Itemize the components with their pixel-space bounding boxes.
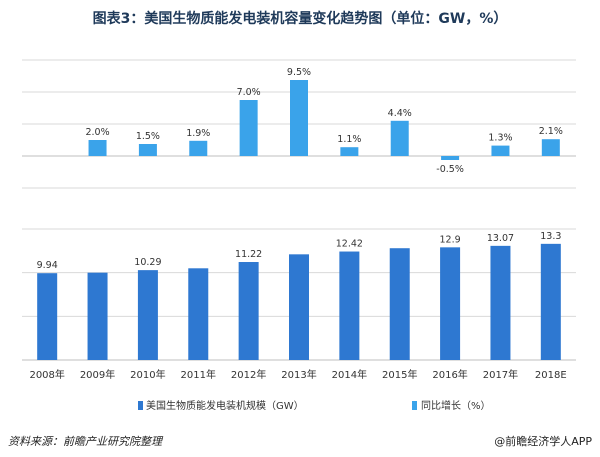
growth-bar [441,156,460,160]
capacity-data-label: 10.29 [134,257,161,268]
x-tick-label: 2012年 [231,368,266,381]
growth-data-label: 1.1% [337,134,361,145]
growth-bar [290,80,308,156]
x-tick-label: 2009年 [80,368,115,381]
x-tick-label: 2018E [535,370,567,381]
growth-bar [541,139,560,156]
growth-bar [340,147,359,156]
x-tick-label: 2010年 [130,368,165,381]
capacity-bar [289,254,309,360]
source-note: 资料来源：前瞻产业研究院整理 [8,435,162,448]
x-tick-label: 2011年 [181,368,216,381]
growth-bar [138,144,157,156]
x-tick-label: 2015年 [382,368,417,381]
growth-data-label: 4.4% [388,108,412,119]
growth-bar [88,140,107,156]
capacity-labels: 9.94 10.29 11.22 12.42 12.9 13.07 13.3 [37,231,562,271]
capacity-bar [37,273,58,360]
growth-data-label: 2.1% [539,126,563,137]
capacity-data-label: 13.07 [487,233,514,244]
x-tick-label: 2017年 [483,368,518,381]
capacity-bar [339,251,360,360]
legend-label-growth: 同比增长（%） [421,399,491,412]
capacity-bar [137,270,158,360]
growth-data-label: 1.9% [186,128,210,139]
legend-label-capacity: 美国生物质能发电装机规模（GW） [146,399,304,412]
legend: 美国生物质能发电装机规模（GW） 同比增长（%） [138,399,491,412]
growth-bar [390,120,409,156]
capacity-bar [490,245,511,360]
growth-labels: 2.0% 1.5% 1.9% 7.0% 9.5% 1.1% 4.4% -0.5% 1.3% 2.1… [85,67,562,175]
growth-bars [88,80,560,160]
growth-data-label: 1.5% [136,131,160,142]
capacity-bar [238,262,259,360]
capacity-bar [440,247,461,360]
growth-bar [189,140,208,156]
chart-title: 图表3：美国生物质能发电装机容量变化趋势图（单位：GW，%） [92,11,508,27]
growth-data-label: 1.3% [488,133,512,144]
capacity-data-label: 12.9 [440,234,461,245]
x-tick-label: 2016年 [432,368,467,381]
x-axis-ticks: 2008年 2009年 2010年 2011年 2012年 2013年 2014年 2015年… [29,368,566,381]
legend-swatch-capacity [138,401,143,410]
growth-bar [491,145,510,156]
capacity-data-label: 9.94 [37,260,58,271]
growth-bar [239,100,258,156]
capacity-data-label: 11.22 [235,249,262,260]
capacity-bar [540,243,561,360]
brand-watermark: @前瞻经济学人APP [494,435,592,448]
x-tick-label: 2013年 [281,368,316,381]
growth-data-label: 7.0% [237,87,261,98]
x-tick-label: 2014年 [332,368,367,381]
capacity-data-label: 12.42 [336,239,363,250]
capacity-bar [87,272,108,360]
capacity-bar [389,248,410,360]
growth-data-label: 9.5% [287,67,311,78]
capacity-bar [188,268,209,360]
growth-data-label: 2.0% [85,127,109,138]
growth-data-label: -0.5% [436,164,464,175]
legend-swatch-growth [412,401,417,410]
capacity-bars [37,243,561,360]
x-tick-label: 2008年 [29,368,64,381]
capacity-data-label: 13.3 [540,231,561,242]
